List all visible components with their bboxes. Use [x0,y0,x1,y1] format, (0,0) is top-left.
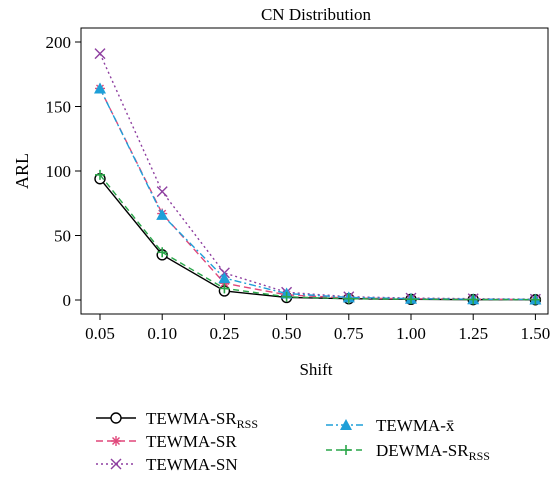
x-tick-label: 0.50 [272,324,302,343]
data-point-marker [406,294,416,305]
legend-item: TEWMA-SR [96,432,237,451]
data-point-marker [340,419,352,430]
x-stroke [110,458,122,470]
y-tick-label: 0 [63,291,72,310]
data-point-marker [218,272,231,284]
legend-label-subscript: RSS [237,417,258,431]
triangle-marker [218,272,231,284]
legend-label-text: DEWMA-SR [376,441,469,460]
data-point-marker [468,294,479,305]
x-stroke [156,186,168,198]
data-point-marker [110,412,122,424]
data-point-marker [110,458,122,470]
data-point-marker [530,294,541,305]
series-line [99,174,536,301]
x-tick-label: 0.10 [147,324,177,343]
triangle-marker [156,208,169,220]
data-point-marker [219,283,230,294]
legend-item: TEWMA-SN [96,455,238,474]
x-axis-label: Shift [299,360,332,379]
data-point-marker [343,293,354,304]
y-axis-label: ARL [12,153,32,189]
legend-label: DEWMA-SRRSS [376,441,490,463]
x-tick-label: 0.75 [334,324,364,343]
legend-label-text: TEWMA-SN [146,455,238,474]
series-1 [94,173,542,306]
series-3 [94,48,541,305]
legend-label: TEWMA-x̄ [376,416,455,435]
y-tick-label: 50 [54,227,71,246]
series-layer [94,48,542,306]
legend-label: TEWMA-SN [146,455,238,474]
legend-label-text: TEWMA-SR [146,409,237,428]
data-point-marker [281,291,292,302]
data-point-marker [95,169,105,180]
y-axis: 0 50 100 150 200 [46,33,81,310]
data-point-marker [156,208,169,220]
data-point-marker [94,48,106,60]
triangle-marker [340,419,352,430]
chart-title: CN Distribution [261,5,372,24]
legend-label: TEWMA-SR [146,432,237,451]
x-tick-label: 0.25 [210,324,240,343]
x-stroke [94,48,106,60]
series-line [99,53,536,300]
data-point-marker [156,186,168,198]
legend-item: TEWMA-SRRSS [96,409,258,431]
data-point-marker [157,247,168,258]
x-tick-label: 0.05 [85,324,115,343]
triangle-marker [94,82,106,94]
x-axis: 0.05 0.10 0.25 0.50 0.75 1.00 1.25 1.50 [85,314,550,343]
legend-label: TEWMA-SRRSS [146,409,258,431]
legend-item: TEWMA-x̄ [326,416,455,435]
legend-label-text: TEWMA-SR [146,432,237,451]
data-point-marker [94,82,106,94]
y-tick-label: 200 [46,33,72,52]
x-tick-label: 1.50 [521,324,551,343]
series-line [99,178,536,301]
y-tick-label: 100 [46,162,72,181]
legend: TEWMA-SRRSSTEWMA-SRTEWMA-SNTEWMA-x̄DEWMA… [96,409,490,474]
plot-frame [80,27,549,315]
legend-item: DEWMA-SRRSS [326,441,490,463]
data-point-marker [341,445,351,455]
series-2 [95,83,541,305]
legend-label-text: TEWMA-x̄ [376,416,455,435]
y-tick-label: 150 [46,98,72,117]
circle-marker [110,412,122,424]
x-tick-label: 1.00 [396,324,426,343]
asterisk-stroke [112,437,120,445]
x-tick-label: 1.25 [458,324,488,343]
series-5 [95,169,541,305]
legend-label-subscript: RSS [469,449,490,463]
data-point-marker [111,436,121,446]
